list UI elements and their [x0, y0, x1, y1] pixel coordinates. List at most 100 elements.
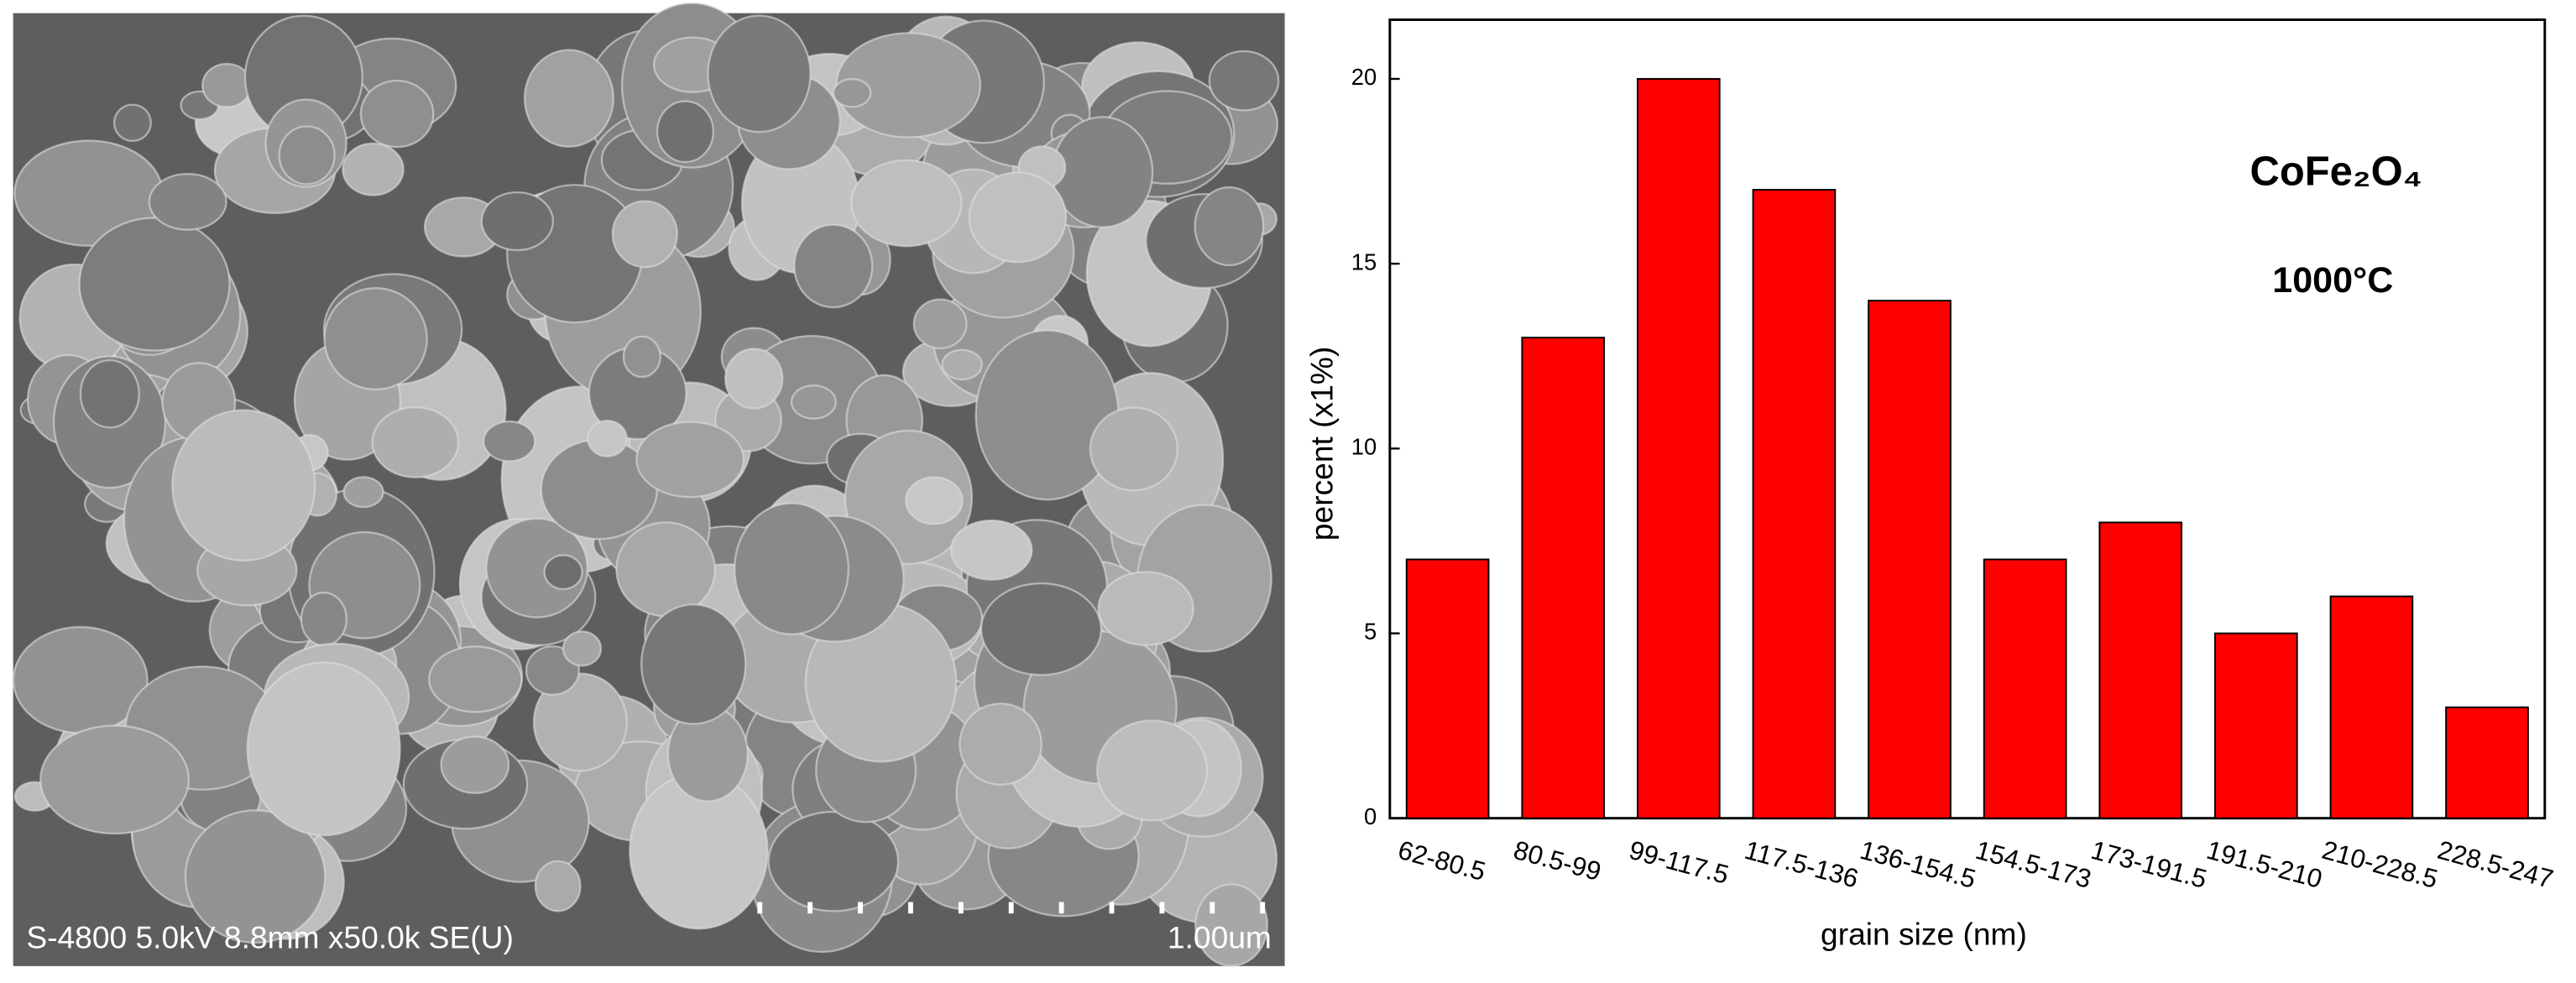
grain: [480, 191, 554, 252]
scale-tick: [1260, 902, 1266, 914]
x-tick-label: 173-191.5: [2088, 835, 2210, 894]
grain: [793, 223, 874, 309]
micrograph-scale-label: 1.00um: [1168, 919, 1272, 954]
grain: [342, 476, 384, 509]
grain: [1097, 571, 1194, 646]
grain: [941, 348, 983, 381]
y-tick-label: 10: [1351, 434, 1377, 460]
scale-tick: [1008, 902, 1014, 914]
scale-tick: [1210, 902, 1215, 914]
plot-frame: [1388, 18, 2547, 820]
y-tick-label: 15: [1351, 248, 1377, 275]
scale-tick: [907, 902, 913, 914]
x-tick-label: 136-154.5: [1857, 835, 1978, 894]
grain: [1089, 406, 1178, 492]
x-axis-label: grain size (nm): [1821, 916, 2027, 951]
grain: [371, 406, 460, 478]
grain: [733, 502, 850, 635]
grain: [534, 860, 582, 912]
grain: [523, 49, 614, 148]
scale-bar: [757, 902, 1266, 914]
grain: [615, 521, 716, 618]
grain: [323, 287, 428, 391]
grain: [278, 125, 336, 186]
grain: [1194, 186, 1265, 267]
grain: [148, 173, 227, 231]
annotation: CoFe₂O₄: [2250, 149, 2422, 194]
bar: [2213, 632, 2298, 819]
grain: [959, 702, 1042, 786]
bar: [2098, 521, 2183, 819]
grain: [850, 159, 963, 248]
bar: [1637, 77, 1721, 819]
micrograph-grains: [12, 2, 1280, 967]
grain: [656, 100, 714, 164]
y-axis-label: percent (x1%): [1304, 347, 1339, 541]
grain: [342, 142, 405, 196]
grain: [905, 476, 964, 525]
bar: [1521, 337, 1606, 819]
scale-tick: [858, 902, 863, 914]
grain: [1096, 719, 1209, 822]
grain: [724, 348, 784, 410]
grain: [300, 591, 347, 647]
grain: [790, 384, 837, 420]
grain: [767, 810, 900, 912]
grain: [980, 582, 1103, 677]
grain: [171, 409, 316, 562]
annotation: 1000°C: [2272, 260, 2393, 301]
x-tick-label: 228.5-247: [2434, 835, 2556, 894]
grain: [587, 420, 628, 458]
grain: [246, 661, 401, 837]
scale-tick: [1058, 902, 1064, 914]
grain: [428, 646, 523, 714]
grain: [635, 421, 745, 499]
scale-tick: [807, 902, 813, 914]
grain: [532, 672, 628, 772]
x-tick-label: 210-228.5: [2319, 835, 2441, 894]
y-tick-label: 0: [1364, 803, 1377, 829]
bar: [1868, 300, 1952, 819]
grain: [968, 171, 1068, 264]
scale-tick: [958, 902, 964, 914]
scale-tick: [757, 902, 763, 914]
grain: [950, 519, 1033, 581]
scale-tick: [1109, 902, 1115, 914]
grain: [611, 200, 678, 269]
grain: [1208, 50, 1280, 112]
bar: [2445, 706, 2529, 819]
bar: [1405, 558, 1490, 819]
grain: [440, 735, 510, 794]
grain: [640, 603, 747, 725]
x-tick-label: 80.5-99: [1511, 835, 1605, 886]
grain: [912, 298, 968, 350]
grain: [622, 335, 661, 379]
grain: [485, 517, 588, 619]
grain: [543, 554, 583, 590]
grain: [1051, 116, 1154, 228]
grain: [482, 420, 536, 463]
y-tick-label: 5: [1364, 619, 1377, 645]
grain: [184, 809, 327, 944]
grain: [707, 14, 812, 133]
x-tick-label: 191.5-210: [2203, 835, 2325, 894]
bar: [1752, 189, 1837, 819]
grain: [79, 358, 140, 429]
x-tick-label: 117.5-136: [1742, 835, 1862, 894]
grain: [562, 630, 603, 667]
grain: [832, 77, 872, 108]
micrograph-caption: S-4800 5.0kV 8.8mm x50.0k SE(U): [26, 919, 514, 954]
x-tick-label: 99-117.5: [1626, 835, 1732, 890]
bar: [1983, 558, 2067, 819]
x-tick-label: 154.5-173: [1972, 835, 2094, 894]
grain: [201, 62, 253, 108]
scale-tick: [1159, 902, 1165, 914]
grain: [974, 329, 1120, 501]
grain: [39, 724, 190, 835]
bar: [2329, 595, 2414, 819]
y-tick-label: 20: [1351, 64, 1377, 90]
grain: [78, 217, 231, 352]
grain: [359, 79, 435, 149]
x-tick-label: 62-80.5: [1395, 835, 1489, 886]
